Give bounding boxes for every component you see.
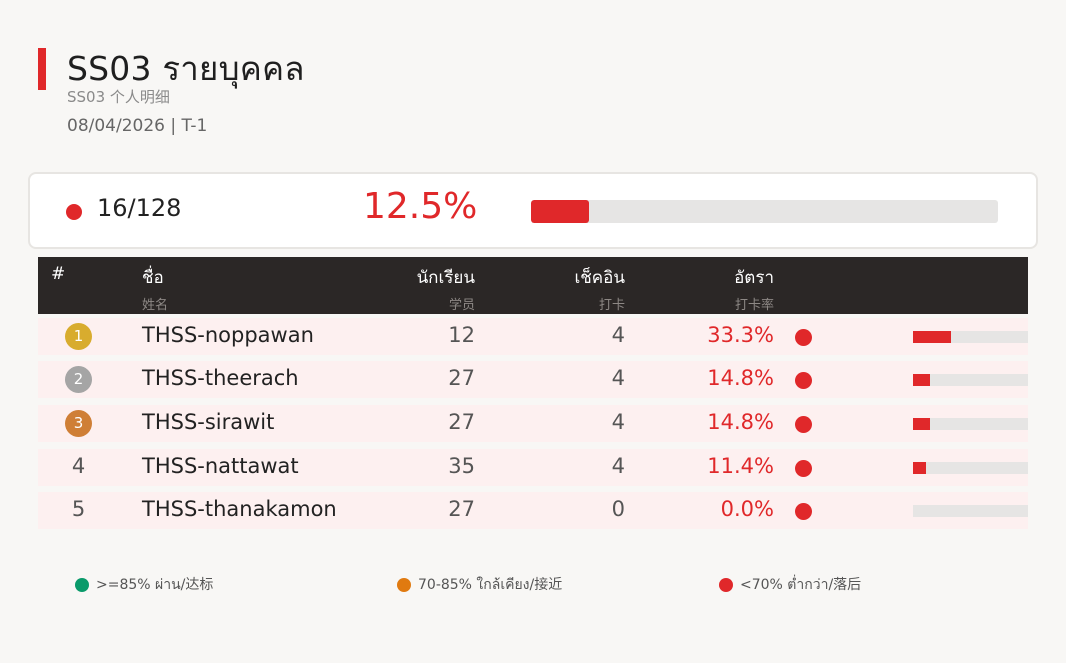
page-title: SS03 รายบุคคล [67,49,305,88]
student-count: 35 [448,454,475,478]
rank-number: 4 [71,454,86,478]
rate-bar [913,331,1028,343]
legend-label: >=85% ผ่าน/达标 [96,577,214,593]
summary-progress-bar [531,200,998,223]
member-name: THSS-theerach [142,366,299,390]
student-count: 27 [448,497,475,521]
rate-bar [913,462,1028,474]
checkin-count: 4 [611,366,625,390]
legend-label: <70% ต่ำกว่า/落后 [740,577,862,593]
checkin-count: 4 [611,454,625,478]
student-count: 12 [448,323,475,347]
legend-dot-icon [75,578,89,592]
rank-badge: 2 [65,366,92,393]
checkin-rate: 0.0% [720,497,774,521]
rate-bar-fill [913,418,931,430]
rank-badge: 3 [65,410,92,437]
legend-dot-icon [719,578,733,592]
report-date: 08/04/2026 | T-1 [67,116,208,136]
rate-bar [913,374,1028,386]
rate-bar-fill [913,462,927,474]
table-row[interactable]: 2 THSS-theerach 27 4 14.8% [38,361,1028,398]
legend-label: 70-85% ใกล้เคียง/接近 [418,577,563,593]
student-count: 27 [448,366,475,390]
table-row[interactable]: 5 THSS-thanakamon 27 0 0.0% [38,492,1028,529]
title-accent-bar [38,48,46,90]
checkin-rate: 14.8% [707,366,774,390]
status-dot-icon [795,503,812,520]
member-name: THSS-thanakamon [142,497,337,521]
student-count: 27 [448,410,475,434]
checkin-rate: 33.3% [707,323,774,347]
summary-count: 16/128 [97,194,182,222]
summary-rate: 12.5% [363,186,478,227]
member-name: THSS-nattawat [142,454,299,478]
checkin-count: 4 [611,410,625,434]
col-students: นักเรียน 学员 [416,268,475,313]
col-checkin: เช็คอิน 打卡 [574,268,625,313]
status-dot-icon [795,329,812,346]
status-dot-icon [66,204,82,220]
rank-badge: 1 [65,323,92,350]
table-row[interactable]: 3 THSS-sirawit 27 4 14.8% [38,405,1028,442]
rank-number: 5 [71,497,86,521]
rate-bar [913,418,1028,430]
table-header: # ชื่อ 姓名 นักเรียน 学员 เช็คอิน 打卡 อัตรา 打… [38,257,1028,314]
summary-card: 16/128 12.5% [28,172,1038,249]
checkin-rate: 11.4% [707,454,774,478]
page-subtitle: SS03 个人明细 [67,88,170,106]
table-row[interactable]: 4 THSS-nattawat 35 4 11.4% [38,449,1028,486]
rate-bar-fill [913,331,952,343]
status-dot-icon [795,460,812,477]
member-name: THSS-sirawit [142,410,275,434]
status-dot-icon [795,416,812,433]
col-rate: อัตรา 打卡率 [734,268,774,313]
rate-bar-fill [913,374,931,386]
rate-bar [913,505,1028,517]
checkin-rate: 14.8% [707,410,774,434]
col-rank: # [51,264,66,284]
checkin-count: 4 [611,323,625,347]
checkin-count: 0 [611,497,625,521]
legend-dot-icon [397,578,411,592]
col-name: ชื่อ 姓名 [142,268,169,313]
status-dot-icon [795,372,812,389]
summary-progress-fill [531,200,590,223]
member-name: THSS-noppawan [142,323,314,347]
table-row[interactable]: 1 THSS-noppawan 12 4 33.3% [38,318,1028,355]
